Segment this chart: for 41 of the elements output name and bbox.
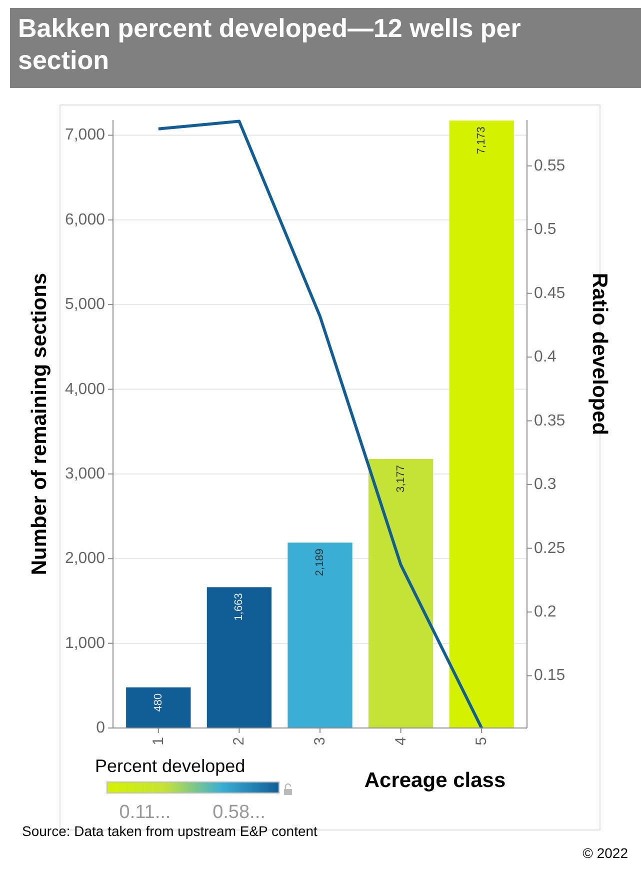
text: © 2022 [582, 845, 628, 861]
bar [368, 458, 434, 728]
y2-tick-label: 0.4 [534, 348, 556, 366]
bar [206, 587, 272, 728]
y-tick-label: 0 [96, 720, 106, 736]
data-label: 7,173 [476, 126, 488, 154]
bar [449, 120, 514, 728]
y-tick-label: 1,000 [64, 634, 106, 652]
x-tick-label: 2 [230, 737, 248, 746]
x-tick-label: 5 [473, 737, 490, 746]
y2-tick-label: 0.15 [534, 667, 566, 684]
bar [288, 542, 352, 728]
x-tick-label: 1 [150, 737, 167, 746]
y-axis-title: Number of remaining sections [28, 272, 51, 576]
y2-tick-label: 0.35 [534, 412, 566, 430]
data-label: 1,663 [233, 593, 246, 621]
chart-title: Bakken percent developed—12 wells per section [18, 12, 522, 76]
y-tick-label: 6,000 [64, 211, 106, 228]
y-tick-label: 5,000 [64, 296, 106, 314]
source-note: Source: Data taken from upstream E&P content [22, 822, 318, 841]
x-tick-label: 3 [312, 737, 328, 746]
y2-tick-label: 0.3 [534, 476, 556, 494]
y2-tick-label: 0.2 [534, 604, 556, 621]
y-tick-label: 4,000 [64, 380, 106, 398]
color-bar-label: 0.58... [212, 802, 266, 823]
y-tick-label: 7,000 [64, 126, 106, 144]
data-label: 2,189 [314, 548, 326, 576]
y-tick-label: 2,000 [64, 550, 106, 568]
y2-tick-label: 0.5 [534, 221, 556, 238]
x-tick-label: 4 [392, 737, 410, 746]
data-label: 480 [152, 693, 164, 712]
data-label: 3,177 [394, 464, 407, 493]
y2-tick-label: 0.45 [534, 284, 566, 302]
y2-tick-label: 0.55 [534, 157, 566, 174]
bar [126, 687, 191, 728]
color-bar-label: 0.11... [119, 802, 171, 823]
y2-tick-label: 0.25 [534, 540, 566, 557]
color-bar-title: Percent developed [95, 756, 246, 776]
y2-axis-title: Ratio developed [588, 272, 611, 436]
y-tick-label: 3,000 [64, 465, 106, 482]
x-axis-title: Acreage class [364, 769, 506, 792]
